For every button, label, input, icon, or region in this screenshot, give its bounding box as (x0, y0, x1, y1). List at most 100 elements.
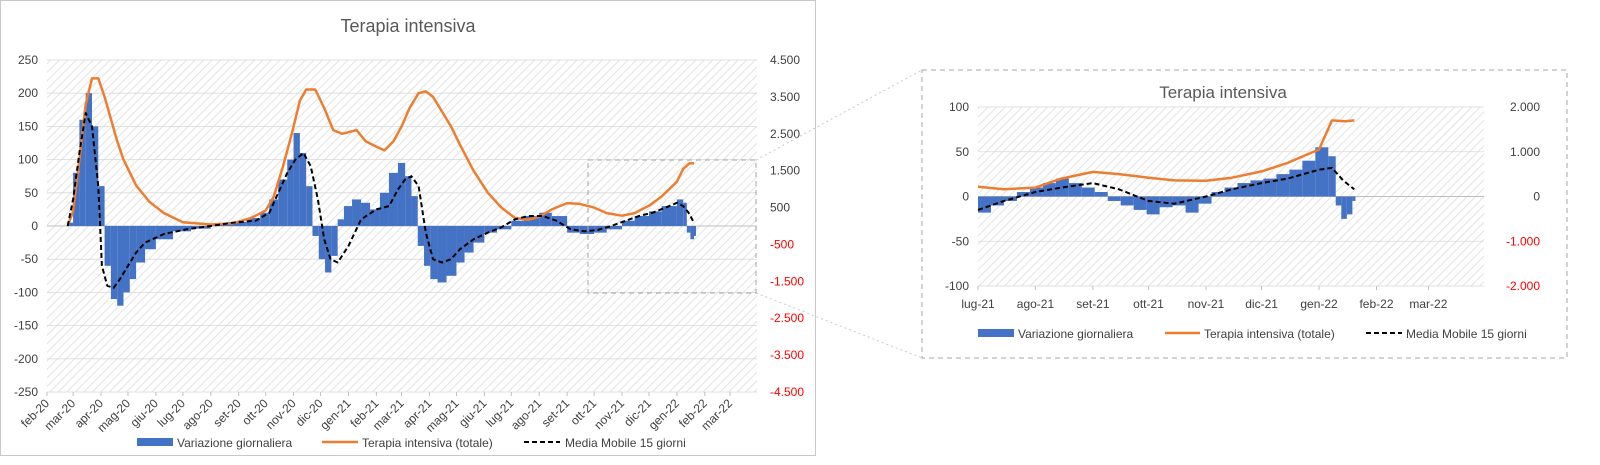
main-bar (579, 226, 595, 234)
main-y2-tick-label: 500 (770, 201, 790, 215)
zoom-bar (1328, 156, 1336, 197)
main-y-tick-label: 0 (31, 219, 38, 233)
main-bar (352, 199, 362, 226)
main-bar (155, 226, 173, 240)
main-bar (117, 226, 124, 306)
main-bar (306, 186, 313, 226)
zoom-x-tick-label: set-21 (1076, 297, 1110, 311)
main-bar (85, 93, 92, 226)
main-y-tick-label: 50 (25, 186, 39, 200)
main-chart-title: Terapia intensiva (340, 16, 476, 36)
zoom-x-tick-label: ago-21 (1017, 297, 1055, 311)
zoom-bar (1055, 178, 1069, 197)
zoom-region-box (587, 159, 757, 294)
zoom-bar (1081, 187, 1095, 197)
main-y2-tick-label: -2.500 (770, 311, 804, 325)
zoom-bar (1107, 196, 1121, 201)
main-y-tick-label: -200 (14, 352, 38, 366)
main-bar (91, 126, 99, 226)
main-bar (260, 212, 270, 226)
main-bar (484, 226, 497, 233)
zoom-x-tick-label: dic-21 (1245, 297, 1278, 311)
main-y-tick-label: 250 (18, 53, 38, 67)
zoom-y2-tick-label: 2.000 (1510, 100, 1540, 114)
legend-label-moving-avg: Media Mobile 15 giorni (565, 436, 686, 450)
main-bar (73, 172, 80, 226)
main-bar (110, 226, 118, 300)
main-bar (683, 202, 687, 226)
main-bar (405, 176, 412, 226)
zoom-legend-swatch-bars (978, 329, 1014, 337)
main-bar (299, 152, 307, 226)
main-bar (337, 219, 344, 226)
main-bar (661, 206, 677, 226)
main-line-series (66, 77, 695, 289)
zoom-bar (1276, 174, 1290, 197)
zoom-bar (1302, 160, 1316, 197)
zoom-bar (1237, 183, 1251, 197)
zoom-bar (1198, 196, 1212, 204)
zoom-bar (1289, 169, 1303, 197)
main-bar (511, 220, 524, 226)
main-bar (473, 226, 485, 243)
zoom-y2-tick-label: -1.000 (1506, 234, 1540, 248)
main-bar (397, 162, 406, 226)
main-bar (417, 226, 425, 246)
main-y-tick-label: -100 (14, 285, 38, 299)
zoom-bar (990, 196, 1004, 206)
main-y2-tick-label: -1.500 (770, 274, 804, 288)
main-bar (694, 226, 697, 236)
zoom-line-series (977, 119, 1355, 211)
main-bar (437, 226, 447, 283)
zoom-legend-label-bars: Variazione giornaliera (1018, 327, 1134, 341)
zoom-x-tick-label: nov-21 (1188, 297, 1225, 311)
main-bar (227, 222, 247, 226)
zoom-y2-axis: 2.000 1.000 0 -1.000 -2.000 (1506, 100, 1540, 293)
zoom-bar (1341, 196, 1347, 219)
zoom-y-tick-label: 100 (949, 100, 969, 114)
legend-label-bars: Variazione giornaliera (177, 436, 293, 450)
main-y2-tick-label: -3.500 (770, 348, 804, 362)
zoom-bar (1352, 196, 1356, 201)
zoom-bar (1094, 192, 1108, 197)
zoom-x-tick-label: ott-21 (1133, 297, 1164, 311)
main-y2-axis: 4.500 3.500 2.500 1.500 500 -500 -1.500 -2.500 -… (770, 53, 804, 399)
zoom-bar (1346, 196, 1353, 215)
zoom-legend: Variazione giornaliera Terapia intensiva… (978, 327, 1527, 341)
main-bar (343, 206, 353, 226)
main-bar (622, 220, 635, 226)
legend-label-total: Terapia intensiva (totale) (362, 436, 493, 450)
main-bar (370, 209, 380, 226)
zoom-total-line (977, 119, 1355, 191)
main-bar (567, 226, 580, 233)
zoom-y-tick-label: -50 (952, 234, 970, 248)
zoom-y-tick-label: -100 (945, 279, 969, 293)
zoom-x-axis: lug-21 ago-21 set-21 ott-21 nov-21 dic-21 gen-… (961, 286, 1448, 311)
main-bar (129, 226, 137, 280)
main-y-tick-label: -50 (21, 252, 39, 266)
main-bar (411, 196, 418, 226)
main-bar (287, 159, 294, 226)
main-y2-tick-label: -4.500 (770, 385, 804, 399)
main-bar (318, 226, 326, 260)
main-y-tick-label: 100 (18, 153, 38, 167)
main-bar (136, 226, 146, 263)
zoom-bar (1315, 147, 1329, 197)
zoom-x-tick-label: gen-22 (1300, 297, 1338, 311)
zoom-chart-title: Terapia intensiva (1159, 83, 1287, 102)
zoom-bar (1211, 192, 1225, 197)
main-bar (523, 216, 540, 226)
main-bar (464, 226, 474, 253)
main-bar (606, 226, 623, 230)
main-bar (676, 199, 684, 226)
zoom-y-tick-label: 50 (956, 145, 970, 159)
main-y2-tick-label: 4.500 (770, 53, 800, 67)
main-moving-avg-line (66, 112, 695, 289)
main-y-axis: 250 200 150 100 50 0 -50 -100 -150 -200 -250 (14, 53, 38, 399)
zoom-bar (1029, 187, 1043, 197)
zoom-y-tick-label: 0 (962, 190, 969, 204)
zoom-bar (1146, 196, 1160, 215)
main-bar (686, 226, 691, 233)
zoom-x-tick-label: mar-22 (1409, 297, 1447, 311)
zoom-y-axis: 100 50 0 -50 -100 (945, 100, 969, 293)
